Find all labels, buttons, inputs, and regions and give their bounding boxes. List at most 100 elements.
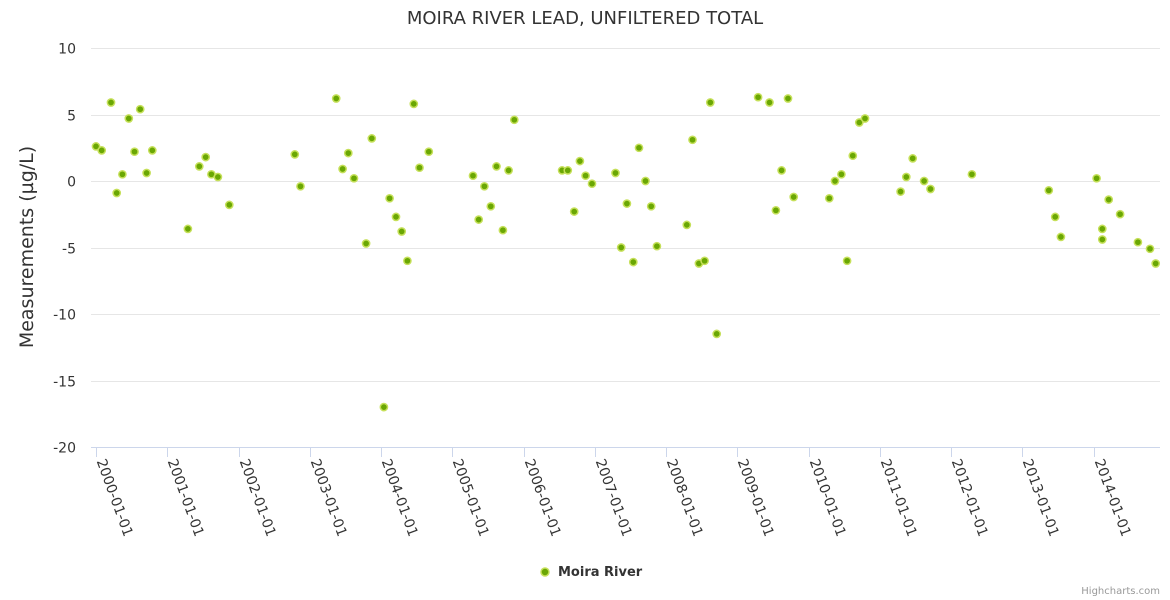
data-point[interactable] <box>1115 209 1125 219</box>
data-point[interactable] <box>581 171 590 181</box>
data-point[interactable] <box>509 115 519 125</box>
data-point[interactable] <box>480 181 489 191</box>
data-point[interactable] <box>1056 232 1066 242</box>
data-point[interactable] <box>290 150 300 159</box>
data-point[interactable] <box>700 256 709 266</box>
data-point[interactable] <box>1092 173 1101 183</box>
data-point[interactable] <box>338 164 347 174</box>
data-point[interactable] <box>391 212 401 222</box>
data-point[interactable] <box>634 143 644 153</box>
data-point[interactable] <box>569 207 579 216</box>
data-point[interactable] <box>771 205 781 215</box>
series-moira-river <box>91 92 1161 412</box>
data-point[interactable] <box>967 169 977 179</box>
x-tick-label: 2001-01-01 <box>164 457 207 539</box>
data-point[interactable] <box>142 168 151 178</box>
data-point[interactable] <box>118 169 127 179</box>
data-point[interactable] <box>403 256 412 266</box>
data-point[interactable] <box>367 134 377 143</box>
data-point[interactable] <box>765 98 774 107</box>
data-point[interactable] <box>789 192 799 202</box>
data-point[interactable] <box>130 147 139 157</box>
data-point[interactable] <box>194 162 204 171</box>
y-tick-label: 0 <box>67 175 76 191</box>
data-point[interactable] <box>611 168 620 178</box>
data-point[interactable] <box>628 257 638 267</box>
data-point[interactable] <box>1151 259 1161 268</box>
credits-link[interactable]: Highcharts.com <box>1081 586 1160 597</box>
y-axis: 10 5 0 -5 -10 -15 -20 <box>53 42 76 457</box>
data-point[interactable] <box>224 200 234 210</box>
data-point[interactable] <box>926 184 935 194</box>
y-tick-label: 10 <box>58 42 76 58</box>
data-point[interactable] <box>860 114 870 123</box>
data-point[interactable] <box>901 172 911 182</box>
data-point[interactable] <box>842 256 852 266</box>
data-point[interactable] <box>753 92 763 102</box>
data-point[interactable] <box>563 166 573 175</box>
data-point[interactable] <box>486 201 496 211</box>
data-point[interactable] <box>688 135 697 145</box>
data-point[interactable] <box>135 104 145 114</box>
data-point[interactable] <box>783 94 793 103</box>
x-tick-label: 2008-01-01 <box>663 457 706 539</box>
data-point[interactable] <box>896 187 905 196</box>
data-point[interactable] <box>91 142 101 151</box>
data-point[interactable] <box>830 176 840 186</box>
data-point[interactable] <box>201 152 211 162</box>
data-point[interactable] <box>361 239 371 248</box>
x-tick-label: 2007-01-01 <box>592 457 635 539</box>
data-point[interactable] <box>213 172 223 182</box>
x-tick-label: 2014-01-01 <box>1091 457 1134 539</box>
data-point[interactable] <box>498 225 508 235</box>
data-point[interactable] <box>331 94 341 103</box>
data-point[interactable] <box>641 176 650 186</box>
data-point[interactable] <box>908 154 918 163</box>
data-point[interactable] <box>124 114 134 123</box>
x-tick-label: 2000-01-01 <box>93 457 136 539</box>
data-point[interactable] <box>1097 224 1107 234</box>
data-point[interactable] <box>492 162 501 171</box>
data-point[interactable] <box>646 201 656 211</box>
data-point[interactable] <box>1044 185 1054 195</box>
legend-label: Moira River <box>558 565 643 580</box>
data-point[interactable] <box>409 99 419 109</box>
data-point[interactable] <box>854 118 864 127</box>
data-point[interactable] <box>112 188 122 198</box>
data-point[interactable] <box>385 193 394 203</box>
data-point[interactable] <box>296 181 305 191</box>
data-point[interactable] <box>97 146 107 155</box>
data-point[interactable] <box>575 156 585 166</box>
data-point[interactable] <box>622 199 632 208</box>
data-point[interactable] <box>682 220 692 230</box>
data-point[interactable] <box>652 241 662 251</box>
data-point[interactable] <box>1050 212 1060 222</box>
data-point[interactable] <box>147 146 157 155</box>
x-tick-label: 2006-01-01 <box>521 457 564 539</box>
data-point[interactable] <box>349 173 359 183</box>
data-point[interactable] <box>616 243 626 252</box>
data-point[interactable] <box>824 193 834 203</box>
data-point[interactable] <box>415 163 424 173</box>
data-point[interactable] <box>1133 237 1143 247</box>
data-point[interactable] <box>777 166 786 175</box>
data-point[interactable] <box>379 402 389 412</box>
data-point[interactable] <box>343 148 353 158</box>
data-point[interactable] <box>705 98 715 107</box>
data-point[interactable] <box>712 329 722 339</box>
data-point[interactable] <box>1104 195 1114 204</box>
data-point[interactable] <box>474 215 484 224</box>
data-point[interactable] <box>106 98 116 107</box>
data-point[interactable] <box>504 166 513 175</box>
data-point[interactable] <box>848 151 858 161</box>
data-point[interactable] <box>919 176 929 186</box>
data-point[interactable] <box>1097 235 1107 244</box>
data-point[interactable] <box>183 224 193 234</box>
data-point[interactable] <box>424 147 434 157</box>
data-point[interactable] <box>587 179 597 189</box>
data-point[interactable] <box>837 169 846 179</box>
data-point[interactable] <box>468 171 478 181</box>
data-point[interactable] <box>397 227 407 236</box>
legend-item-moira-river[interactable]: Moira River <box>540 565 643 580</box>
data-point[interactable] <box>1145 244 1155 254</box>
